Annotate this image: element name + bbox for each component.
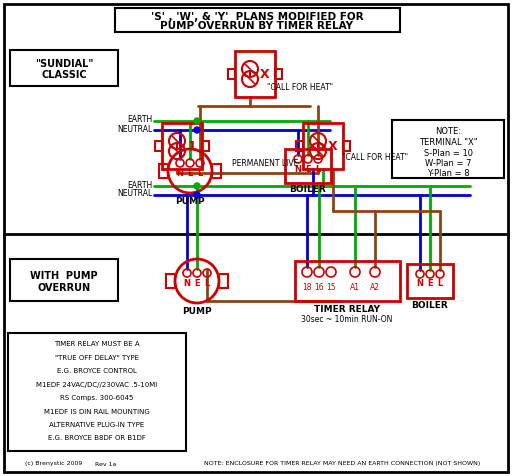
Text: NEUTRAL: NEUTRAL — [117, 189, 152, 198]
Circle shape — [194, 118, 200, 124]
Text: 'S' , 'W', & 'Y'  PLANS MODIFIED FOR: 'S' , 'W', & 'Y' PLANS MODIFIED FOR — [151, 12, 364, 22]
Text: N: N — [177, 169, 183, 178]
Bar — [219, 274, 228, 288]
Bar — [343, 141, 350, 151]
Text: S-Plan = 10: S-Plan = 10 — [423, 149, 473, 158]
Text: "CALL FOR HEAT": "CALL FOR HEAT" — [267, 83, 333, 92]
Text: PUMP OVERRUN BY TIMER RELAY: PUMP OVERRUN BY TIMER RELAY — [160, 21, 353, 31]
Text: W-Plan = 7: W-Plan = 7 — [425, 159, 471, 168]
Text: 30sec ~ 10min RUN-ON: 30sec ~ 10min RUN-ON — [302, 316, 393, 325]
Text: X: X — [328, 139, 338, 152]
Text: TIMER RELAY MUST BE A: TIMER RELAY MUST BE A — [54, 341, 140, 347]
Bar — [392, 120, 504, 178]
Text: 18: 18 — [302, 282, 312, 291]
Text: N: N — [416, 279, 423, 288]
Text: "TRUE OFF DELAY" TYPE: "TRUE OFF DELAY" TYPE — [55, 355, 139, 360]
Bar — [285, 149, 331, 183]
Text: L: L — [437, 279, 443, 288]
Text: 16: 16 — [314, 282, 324, 291]
Bar — [8, 333, 186, 451]
Text: PUMP: PUMP — [182, 307, 212, 316]
Text: TIMER RELAY: TIMER RELAY — [314, 306, 380, 315]
Text: L: L — [197, 169, 203, 178]
Text: N: N — [294, 165, 302, 173]
Text: L: L — [315, 165, 321, 173]
Text: E: E — [194, 279, 200, 288]
Bar — [10, 259, 118, 301]
Text: E: E — [187, 169, 193, 178]
Text: A1: A1 — [350, 282, 360, 291]
Bar — [303, 123, 343, 169]
Text: TERMINAL "X": TERMINAL "X" — [419, 138, 477, 147]
Text: (c) Brenystic 2009: (c) Brenystic 2009 — [25, 462, 82, 466]
Bar — [159, 164, 168, 178]
Text: CLASSIC: CLASSIC — [41, 70, 87, 80]
Circle shape — [194, 183, 200, 189]
Text: EARTH: EARTH — [127, 180, 152, 189]
Bar — [212, 164, 221, 178]
Bar — [155, 141, 162, 151]
Text: "SUNDIAL": "SUNDIAL" — [35, 59, 93, 69]
Bar — [407, 264, 453, 298]
Text: 1: 1 — [187, 139, 197, 152]
Text: A2: A2 — [370, 282, 380, 291]
Text: X: X — [260, 68, 270, 80]
Bar — [115, 8, 400, 32]
Text: EARTH: EARTH — [127, 116, 152, 125]
Bar — [202, 141, 209, 151]
Bar — [296, 141, 303, 151]
Text: ALTERNATIVE PLUG-IN TYPE: ALTERNATIVE PLUG-IN TYPE — [49, 422, 144, 428]
Text: WITH  PUMP: WITH PUMP — [30, 271, 98, 281]
Text: NOTE: ENCLOSURE FOR TIMER RELAY MAY NEED AN EARTH CONNECTION (NOT SHOWN): NOTE: ENCLOSURE FOR TIMER RELAY MAY NEED… — [204, 462, 480, 466]
Text: M1EDF IS DIN RAIL MOUNTING: M1EDF IS DIN RAIL MOUNTING — [44, 408, 150, 415]
Text: N: N — [183, 279, 190, 288]
Circle shape — [194, 192, 200, 198]
Text: 15: 15 — [326, 282, 336, 291]
Text: BOILER: BOILER — [290, 186, 326, 195]
Text: Rev 1a: Rev 1a — [95, 462, 116, 466]
Text: PERMANENT LIVE: PERMANENT LIVE — [232, 159, 298, 168]
Text: "CALL FOR HEAT": "CALL FOR HEAT" — [342, 153, 408, 162]
Bar — [295, 261, 400, 301]
Circle shape — [194, 127, 200, 133]
Text: L: L — [204, 279, 209, 288]
Text: NOTE:: NOTE: — [435, 128, 461, 137]
Text: NEUTRAL: NEUTRAL — [117, 125, 152, 133]
Text: BOILER: BOILER — [412, 300, 449, 309]
Bar — [162, 123, 202, 169]
Text: M1EDF 24VAC/DC//230VAC .5-10MI: M1EDF 24VAC/DC//230VAC .5-10MI — [36, 381, 158, 387]
Bar — [275, 69, 282, 79]
Text: Y-Plan = 8: Y-Plan = 8 — [426, 169, 470, 178]
Text: RS Comps. 300-6045: RS Comps. 300-6045 — [60, 395, 134, 401]
Bar — [10, 50, 118, 86]
Bar — [166, 274, 175, 288]
Text: E: E — [427, 279, 433, 288]
Text: E.G. BROYCE B8DF OR B1DF: E.G. BROYCE B8DF OR B1DF — [48, 436, 146, 442]
Bar — [228, 69, 235, 79]
Text: E: E — [305, 165, 311, 173]
Bar — [235, 51, 275, 97]
Text: E.G. BROYCE CONTROL: E.G. BROYCE CONTROL — [57, 368, 137, 374]
Text: PUMP: PUMP — [175, 197, 205, 206]
Text: OVERRUN: OVERRUN — [37, 283, 91, 293]
